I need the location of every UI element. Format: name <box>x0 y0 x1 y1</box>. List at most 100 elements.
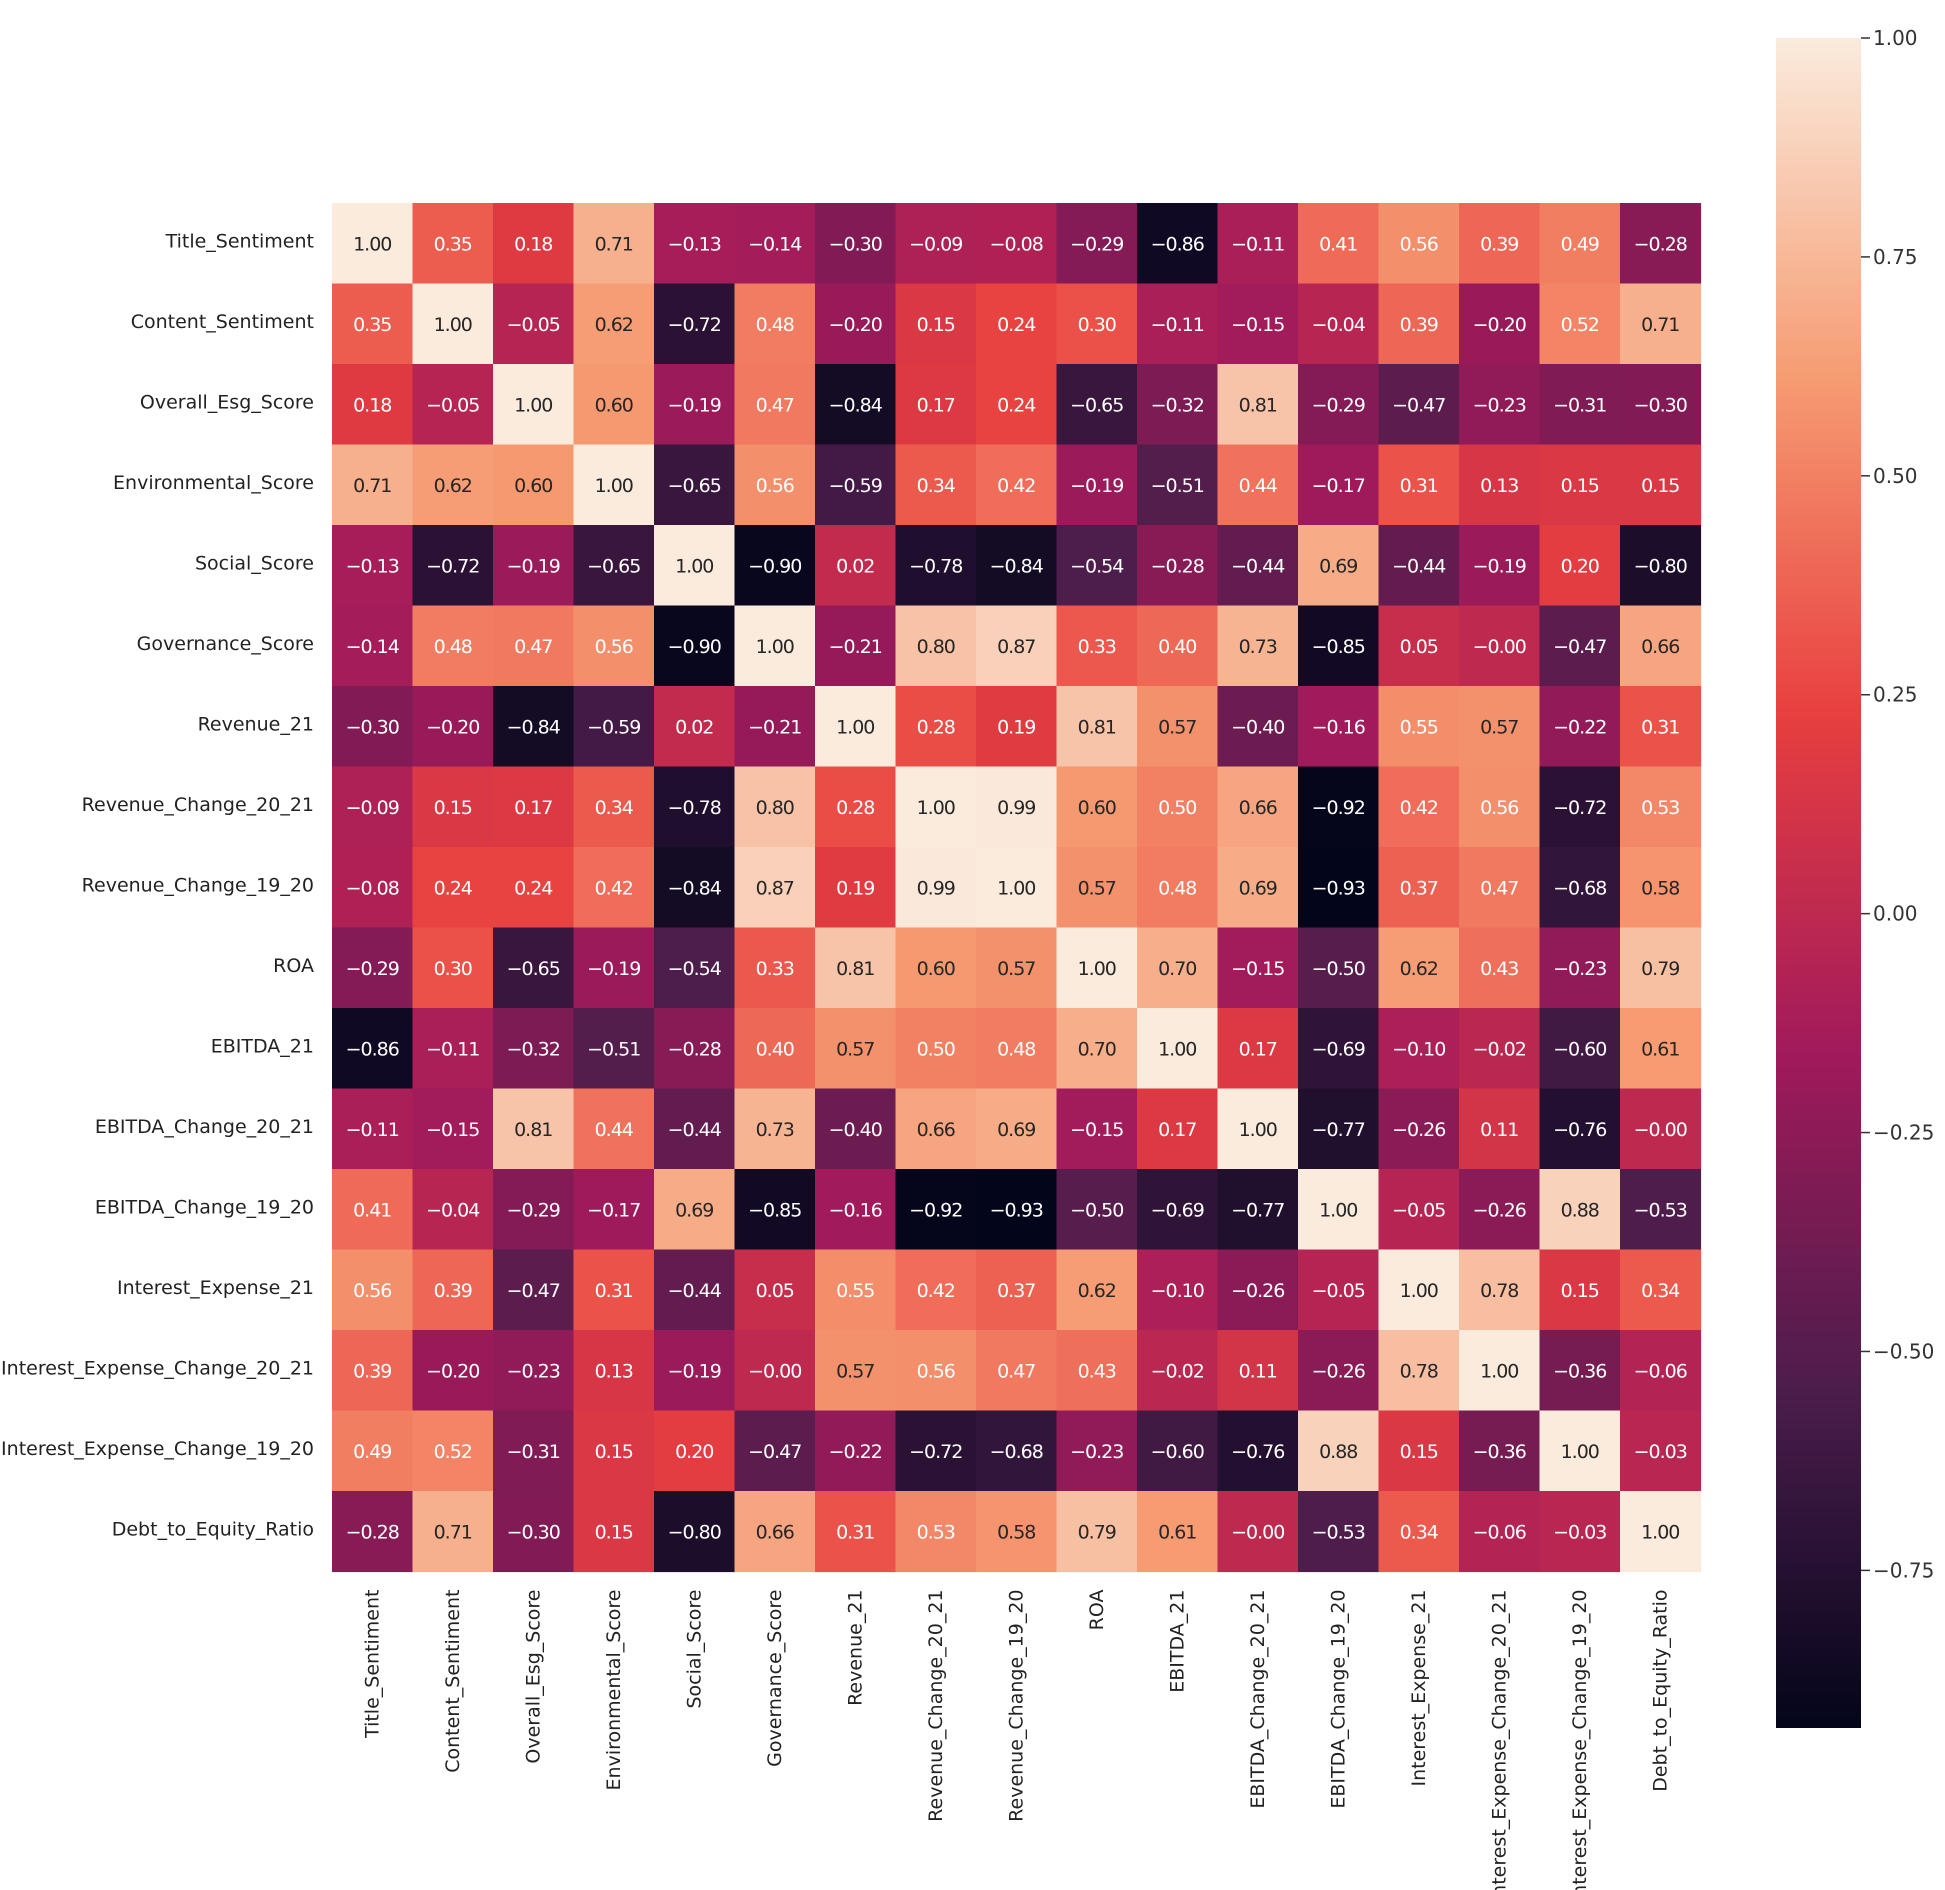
heatmap-cell-value: −0.14 <box>748 233 802 255</box>
heatmap-cell <box>493 1008 575 1090</box>
heatmap-cell-value: −0.47 <box>748 1441 801 1463</box>
row-label: Debt_to_Equity_Ratio <box>112 1518 314 1540</box>
row-label: EBITDA_Change_19_20 <box>95 1196 314 1218</box>
heatmap-cell-value: 0.39 <box>1480 233 1518 255</box>
heatmap-cell <box>1620 1491 1702 1573</box>
heatmap-cell-value: −0.15 <box>1231 314 1284 336</box>
heatmap-cell <box>412 1088 494 1170</box>
heatmap-cell <box>815 1330 897 1412</box>
heatmap-cell <box>815 927 897 1009</box>
heatmap-cell <box>734 1330 816 1412</box>
heatmap-cell <box>493 1330 575 1412</box>
heatmap-cell <box>1217 525 1299 607</box>
colorbar-ticks: 1.00 0.75 0.50 0.25 0.00 −0.25 −0.50 −0.75 <box>1861 26 1934 1582</box>
heatmap-cell <box>1459 927 1541 1009</box>
heatmap-cell-value: 0.28 <box>836 797 874 819</box>
heatmap-cell-value: 0.57 <box>1480 716 1518 738</box>
heatmap-cell <box>573 766 655 848</box>
heatmap-cell <box>1539 203 1621 285</box>
heatmap-cell-value: 1.00 <box>836 716 874 738</box>
heatmap-cell <box>1217 927 1299 1009</box>
heatmap-cell <box>654 1249 736 1331</box>
heatmap-cell-value: 1.00 <box>997 877 1035 899</box>
heatmap-cell <box>1298 444 1380 526</box>
heatmap-cell <box>654 766 736 848</box>
heatmap-cell <box>976 1088 1058 1170</box>
heatmap-cell <box>815 847 897 929</box>
column-label: Environmental_Score <box>603 1590 625 1791</box>
heatmap-cell <box>1137 1249 1219 1331</box>
heatmap-cell <box>1539 605 1621 687</box>
heatmap-cell-value: −0.13 <box>668 233 721 255</box>
heatmap-cell-value: −0.17 <box>587 1199 640 1221</box>
heatmap-cell <box>1378 444 1460 526</box>
heatmap-cell-value: 1.00 <box>1319 1199 1357 1221</box>
heatmap-cell <box>1217 1008 1299 1090</box>
heatmap-cell <box>1459 203 1541 285</box>
heatmap-cell-value: −0.76 <box>1231 1441 1284 1463</box>
heatmap-cell <box>1056 364 1138 446</box>
heatmap-cell-value: 0.53 <box>1641 797 1679 819</box>
heatmap-cell <box>1056 1249 1138 1331</box>
heatmap-cell <box>573 203 655 285</box>
heatmap-cell <box>1539 525 1621 607</box>
heatmap-cell <box>734 847 816 929</box>
heatmap-cell <box>976 927 1058 1009</box>
heatmap-cell <box>1459 283 1541 365</box>
heatmap-cell-value: 0.78 <box>1480 1280 1518 1302</box>
heatmap-cell-value: 0.57 <box>1158 716 1196 738</box>
heatmap-cell-value: 0.66 <box>1239 797 1277 819</box>
heatmap-cell-value: −0.44 <box>668 1119 722 1141</box>
heatmap-cell-value: −0.53 <box>1634 1199 1687 1221</box>
heatmap-cell <box>734 364 816 446</box>
heatmap-cell <box>573 525 655 607</box>
heatmap-cell-value: 0.05 <box>756 1280 794 1302</box>
heatmap-cell-value: 0.81 <box>514 1119 552 1141</box>
heatmap-cell <box>1620 1249 1702 1331</box>
heatmap-cell <box>1056 1008 1138 1090</box>
heatmap-cell-value: −0.03 <box>1553 1521 1606 1543</box>
heatmap-cell-value: 0.18 <box>514 233 552 255</box>
heatmap-cell-value: 0.87 <box>997 636 1035 658</box>
heatmap-cell-value: 0.34 <box>917 475 956 497</box>
heatmap-cell <box>654 1169 736 1251</box>
heatmap-cell <box>412 1330 494 1412</box>
heatmap-cell-value: 0.24 <box>514 877 553 899</box>
heatmap-cell <box>976 203 1058 285</box>
heatmap-cell <box>1378 766 1460 848</box>
heatmap-cell-value: −0.17 <box>1312 475 1365 497</box>
column-label: Social_Score <box>683 1590 705 1709</box>
heatmap-cell <box>1539 766 1621 848</box>
heatmap-cell <box>1459 1491 1541 1573</box>
column-label: EBITDA_21 <box>1166 1590 1188 1693</box>
heatmap-cell-value: 0.17 <box>1239 1038 1277 1060</box>
heatmap-cell-value: −0.02 <box>1473 1038 1526 1060</box>
heatmap-cell-value: 0.60 <box>595 394 633 416</box>
heatmap-cell <box>1620 605 1702 687</box>
heatmap-cell-value: −0.23 <box>1473 394 1526 416</box>
heatmap-cell <box>895 847 977 929</box>
heatmap-cell-value: −0.21 <box>829 636 882 658</box>
heatmap-cell <box>1056 1491 1138 1573</box>
heatmap-cell-value: −0.00 <box>748 1360 801 1382</box>
heatmap-cell <box>1539 1330 1621 1412</box>
heatmap-cell-value: −0.10 <box>1151 1280 1204 1302</box>
heatmap-cell-value: 0.17 <box>1158 1119 1196 1141</box>
heatmap-cell <box>654 1330 736 1412</box>
heatmap-cell <box>573 1008 655 1090</box>
heatmap-cell-value: 1.00 <box>675 555 713 577</box>
column-label: Interest_Expense_Change_19_20 <box>1569 1590 1591 1890</box>
heatmap-cell <box>332 1330 414 1412</box>
heatmap-cell-value: −0.11 <box>1231 233 1284 255</box>
row-label: Revenue_Change_20_21 <box>82 794 314 816</box>
heatmap-cell-value: 0.40 <box>1158 636 1196 658</box>
heatmap-cell <box>1459 364 1541 446</box>
heatmap-cell <box>815 1088 897 1170</box>
heatmap-cell-value: 0.11 <box>1239 1360 1277 1382</box>
heatmap-cell-value: −0.68 <box>1553 877 1606 899</box>
heatmap-cell-value: 0.31 <box>1400 475 1438 497</box>
heatmap-cell <box>1620 203 1702 285</box>
heatmap-cell-value: 0.58 <box>1641 877 1679 899</box>
heatmap-cell-value: −0.85 <box>1312 636 1365 658</box>
heatmap-cell-value: 0.17 <box>917 394 955 416</box>
